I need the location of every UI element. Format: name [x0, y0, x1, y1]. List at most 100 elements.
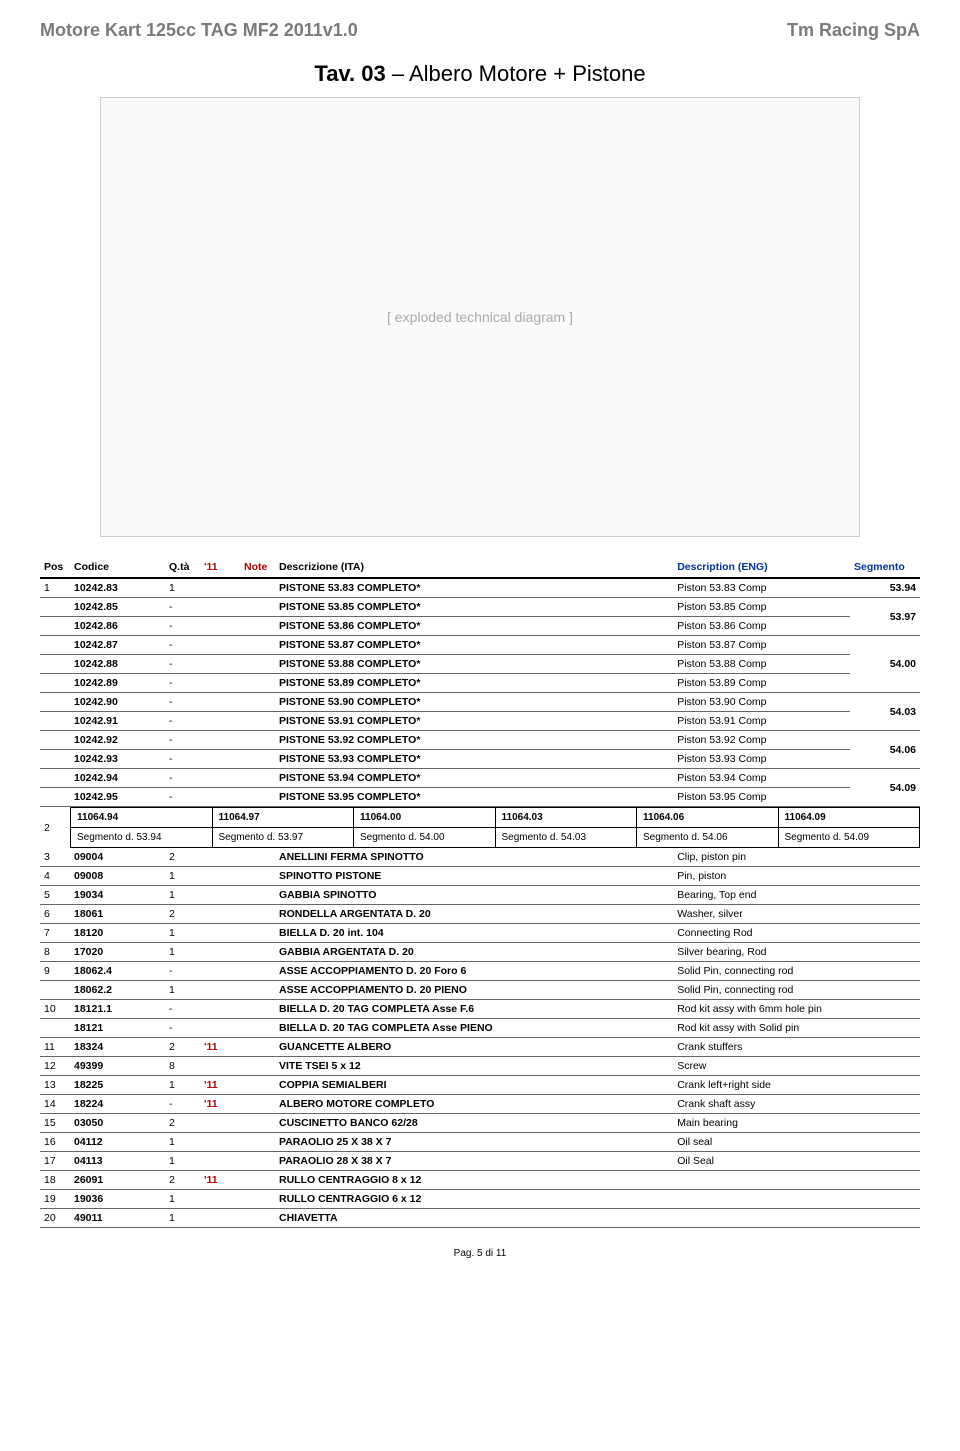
cell-year: [200, 1190, 240, 1209]
cell-note: [240, 1114, 275, 1133]
cell-eng: Clip, piston pin: [673, 848, 920, 867]
cell-qty: -: [165, 674, 200, 693]
cell-ita: RULLO CENTRAGGIO 8 x 12: [275, 1171, 673, 1190]
cell-note: [240, 867, 275, 886]
cell-note: [240, 598, 275, 617]
table-row: 10242.88-PISTONE 53.88 COMPLETO*Piston 5…: [40, 655, 920, 674]
cell-note: [240, 769, 275, 788]
cell-note: [240, 1209, 275, 1228]
cell-ita: ASSE ACCOPPIAMENTO D. 20 Foro 6: [275, 962, 673, 981]
cell-ita: BIELLA D. 20 TAG COMPLETA Asse F.6: [275, 1000, 673, 1019]
segmento-sub-cell: Segmento d. 54.09: [778, 828, 920, 848]
table-row: 10242.87-PISTONE 53.87 COMPLETO*Piston 5…: [40, 636, 920, 655]
cell-qty: 1: [165, 1133, 200, 1152]
cell-pos: [40, 655, 70, 674]
cell-note: [240, 731, 275, 750]
cell-qty: -: [165, 655, 200, 674]
cell-seg: 54.06: [850, 731, 920, 769]
cell-pos: 7: [40, 924, 70, 943]
page-title: Tav. 03 – Albero Motore + Pistone: [40, 61, 920, 87]
cell-pos: [40, 712, 70, 731]
cell-pos: 16: [40, 1133, 70, 1152]
cell-year: [200, 981, 240, 1000]
cell-pos: 6: [40, 905, 70, 924]
cell-ita: PISTONE 53.89 COMPLETO*: [275, 674, 673, 693]
segmento-head-cell: 11064.00: [354, 808, 496, 828]
cell-year: [200, 788, 240, 807]
segmento-head-cell: 11064.94: [71, 808, 213, 828]
table-row: 1018121.1-BIELLA D. 20 TAG COMPLETA Asse…: [40, 1000, 920, 1019]
cell-code: 10242.83: [70, 578, 165, 598]
cell-ita: PISTONE 53.93 COMPLETO*: [275, 750, 673, 769]
cell-pos: [40, 693, 70, 712]
cell-qty: 2: [165, 1171, 200, 1190]
table-row: 10242.91-PISTONE 53.91 COMPLETO*Piston 5…: [40, 712, 920, 731]
cell-pos: 5: [40, 886, 70, 905]
cell-eng: Piston 53.85 Comp: [673, 598, 850, 617]
cell-year: [200, 1057, 240, 1076]
cell-ita: CUSCINETTO BANCO 62/28: [275, 1114, 673, 1133]
cell-ita: GABBIA SPINOTTO: [275, 886, 673, 905]
table-row: 15030502CUSCINETTO BANCO 62/28Main beari…: [40, 1114, 920, 1133]
cell-ita: GABBIA ARGENTATA D. 20: [275, 943, 673, 962]
cell-pos: 11: [40, 1038, 70, 1057]
table-row: 10242.95-PISTONE 53.95 COMPLETO*Piston 5…: [40, 788, 920, 807]
cell-note: [240, 962, 275, 981]
cell-qty: 1: [165, 981, 200, 1000]
table-row: 10242.94-PISTONE 53.94 COMPLETO*Piston 5…: [40, 769, 920, 788]
cell-eng: Piston 53.83 Comp: [673, 578, 850, 598]
cell-ita: ANELLINI FERMA SPINOTTO: [275, 848, 673, 867]
cell-code: 10242.86: [70, 617, 165, 636]
cell-qty: -: [165, 1000, 200, 1019]
cell-eng: Bearing, Top end: [673, 886, 920, 905]
cell-eng: Solid Pin, connecting rod: [673, 962, 920, 981]
cell-year: [200, 750, 240, 769]
cell-note: [240, 655, 275, 674]
cell-code: 18324: [70, 1038, 165, 1057]
cell-year: [200, 1114, 240, 1133]
cell-year: [200, 1000, 240, 1019]
cell-year: [200, 943, 240, 962]
parts-table: Pos Codice Q.tà '11 Note Descrizione (IT…: [40, 557, 920, 1228]
cell-qty: -: [165, 1019, 200, 1038]
cell-eng: Rod kit assy with Solid pin: [673, 1019, 920, 1038]
cell-note: [240, 712, 275, 731]
cell-year: [200, 848, 240, 867]
table-row: 17041131PARAOLIO 28 X 38 X 7Oil Seal: [40, 1152, 920, 1171]
col-year: '11: [200, 557, 240, 578]
cell-year: [200, 578, 240, 598]
cell-note: [240, 1171, 275, 1190]
segmento-pos: 2: [40, 807, 70, 849]
cell-eng: Piston 53.87 Comp: [673, 636, 850, 655]
cell-eng: Crank shaft assy: [673, 1095, 920, 1114]
cell-year: [200, 886, 240, 905]
cell-pos: 1: [40, 578, 70, 598]
table-row: 1418224-'11ALBERO MOTORE COMPLETOCrank s…: [40, 1095, 920, 1114]
cell-ita: PISTONE 53.91 COMPLETO*: [275, 712, 673, 731]
cell-note: [240, 693, 275, 712]
cell-seg: 53.94: [850, 578, 920, 598]
cell-note: [240, 578, 275, 598]
cell-ita: PISTONE 53.87 COMPLETO*: [275, 636, 673, 655]
cell-ita: PISTONE 53.85 COMPLETO*: [275, 598, 673, 617]
parts-tbody-segmento: 2 11064.9411064.9711064.0011064.0311064.…: [40, 807, 920, 849]
cell-ita: COPPIA SEMIALBERI: [275, 1076, 673, 1095]
col-eng: Description (ENG): [673, 557, 850, 578]
cell-year: [200, 598, 240, 617]
cell-eng: Crank stuffers: [673, 1038, 920, 1057]
cell-note: [240, 1038, 275, 1057]
cell-eng: Washer, silver: [673, 905, 920, 924]
cell-pos: 20: [40, 1209, 70, 1228]
cell-year: [200, 924, 240, 943]
cell-qty: 2: [165, 848, 200, 867]
cell-eng: Main bearing: [673, 1114, 920, 1133]
segmento-sub-cell: Segmento d. 53.97: [212, 828, 354, 848]
cell-code: 10242.91: [70, 712, 165, 731]
table-row: 16041121PARAOLIO 25 X 38 X 7Oil seal: [40, 1133, 920, 1152]
cell-code: 10242.95: [70, 788, 165, 807]
cell-eng: Silver bearing, Rod: [673, 943, 920, 962]
cell-note: [240, 1133, 275, 1152]
cell-code: 18120: [70, 924, 165, 943]
cell-qty: 1: [165, 1152, 200, 1171]
cell-code: 04113: [70, 1152, 165, 1171]
